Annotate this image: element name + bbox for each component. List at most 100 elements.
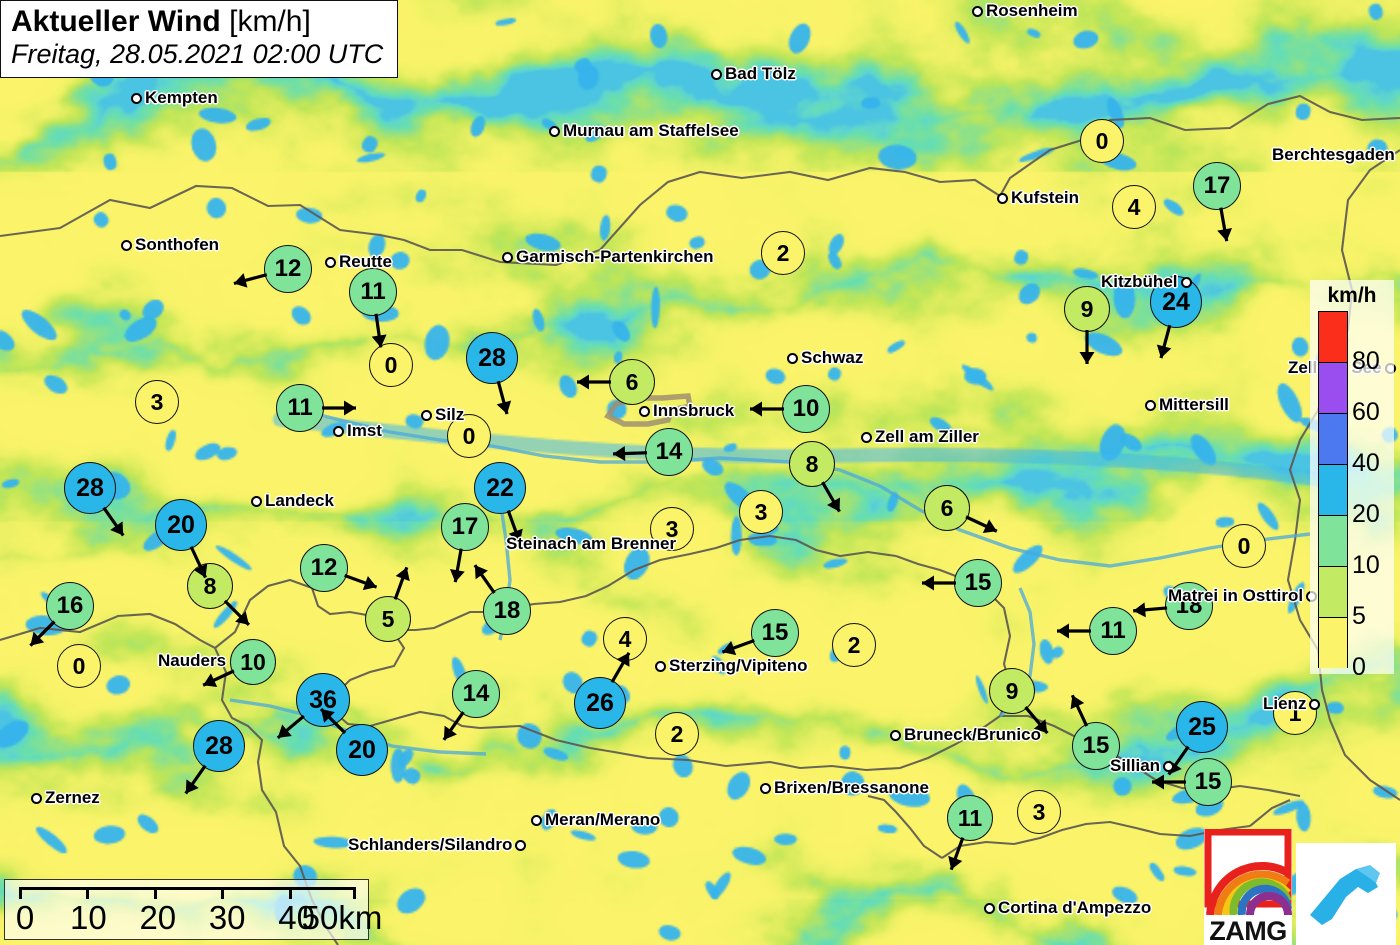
wind-station-marker[interactable]: 22	[474, 462, 526, 514]
scale-label-0: 0	[15, 899, 35, 936]
wind-station-marker[interactable]: 3	[1017, 790, 1061, 834]
city-label: Zernez	[31, 788, 100, 808]
city-name-text: Imst	[347, 421, 382, 440]
legend-band-40	[1318, 413, 1348, 464]
wind-station-marker[interactable]: 10	[230, 639, 276, 685]
wind-station-marker[interactable]: 12	[300, 544, 348, 592]
wind-station-marker[interactable]: 2	[655, 712, 699, 756]
wind-station-marker[interactable]: 28	[193, 720, 245, 772]
wind-station-marker[interactable]: 10	[782, 385, 830, 433]
city-name-text: Rosenheim	[986, 1, 1078, 20]
wind-station-marker[interactable]: 15	[1072, 722, 1120, 770]
wind-station-marker[interactable]: 17	[1193, 162, 1241, 210]
scale-tick-5	[353, 887, 356, 899]
wind-station-marker[interactable]: 11	[947, 795, 993, 841]
title-timestamp: Freitag, 28.05.2021 02:00 UTC	[11, 38, 384, 69]
city-name-text: Sonthofen	[135, 235, 220, 254]
wind-station-marker[interactable]: 16	[46, 582, 94, 630]
country-border-lines	[0, 94, 1400, 945]
wind-station-marker[interactable]: 15	[751, 609, 799, 657]
wind-station-marker[interactable]: 0	[369, 343, 413, 387]
wind-station-marker[interactable]: 0	[1222, 524, 1266, 568]
city-name-text: Garmisch-Partenkirchen	[516, 247, 714, 266]
city-name-text: Murnau am Staffelsee	[563, 121, 739, 140]
scale-label-5: 50km	[301, 899, 383, 936]
city-name-text: Lienz	[1263, 694, 1307, 713]
wind-station-marker[interactable]: 4	[1112, 185, 1156, 229]
title-main-line: Aktueller Wind [km/h]	[11, 5, 383, 39]
scale-tick-1	[86, 887, 90, 899]
title-text: Aktueller Wind	[11, 5, 221, 38]
city-name-text: Zell am Ziller	[875, 427, 979, 446]
legend-band-60	[1318, 362, 1348, 413]
scale-bar-ruler	[19, 887, 356, 899]
wind-station-marker[interactable]: 1	[1273, 691, 1317, 735]
scale-label-1: 10	[70, 899, 107, 936]
wind-station-marker[interactable]: 9	[1064, 286, 1110, 332]
wind-station-marker[interactable]: 5	[365, 596, 411, 642]
mountain-chevron-logo	[1296, 843, 1396, 945]
wind-station-marker[interactable]: 24	[1150, 276, 1202, 328]
wind-station-marker[interactable]: 6	[609, 359, 655, 405]
wind-station-marker[interactable]: 4	[603, 617, 647, 661]
city-label: Cortina d'Ampezzo	[984, 898, 1151, 918]
river-lines	[229, 408, 1311, 756]
wind-station-marker[interactable]: 3	[650, 507, 694, 551]
wind-station-marker[interactable]: 3	[739, 490, 783, 534]
wind-station-marker[interactable]: 18	[483, 587, 531, 635]
city-marker-dot-icon	[890, 729, 901, 741]
wind-station-marker[interactable]: 0	[1080, 119, 1124, 163]
city-label: Bad Tölz	[711, 64, 796, 84]
legend-band-5	[1318, 566, 1348, 617]
wind-station-marker[interactable]: 17	[441, 503, 489, 551]
scale-tick-0	[19, 887, 22, 899]
wind-station-marker[interactable]: 36	[296, 673, 350, 727]
wind-station-marker[interactable]: 3	[135, 380, 179, 424]
wind-station-marker[interactable]: 15	[1184, 758, 1232, 806]
wind-station-marker[interactable]: 12	[264, 245, 312, 293]
legend-color-bar: 80 60 40 20 10 5 0	[1318, 311, 1380, 680]
city-marker-dot-icon	[531, 814, 542, 826]
city-marker-dot-icon	[760, 782, 771, 794]
city-label: Sonthofen	[121, 235, 219, 255]
city-marker-dot-icon	[549, 125, 560, 137]
city-marker-dot-icon	[333, 425, 344, 437]
city-marker-dot-icon	[997, 192, 1008, 204]
wind-station-marker[interactable]: 18	[1165, 582, 1213, 630]
city-marker-dot-icon	[1145, 399, 1156, 411]
color-scale-legend: km/h 80 60 40 20 10 5 0	[1310, 280, 1394, 680]
wind-station-marker[interactable]: 11	[349, 268, 397, 316]
wind-station-marker[interactable]: 14	[645, 428, 693, 476]
wind-station-marker[interactable]: 11	[1089, 607, 1137, 655]
city-marker-dot-icon	[861, 431, 872, 443]
wind-station-marker[interactable]: 9	[989, 668, 1035, 714]
city-label: Garmisch-Partenkirchen	[502, 247, 713, 267]
wind-station-marker[interactable]: 6	[924, 485, 970, 531]
wind-station-marker[interactable]: 20	[336, 724, 388, 776]
scale-bar-labels: 0 10 20 30 40 50km	[13, 899, 383, 937]
wind-station-marker[interactable]: 26	[574, 677, 626, 729]
city-marker-dot-icon	[121, 239, 132, 251]
wind-station-marker[interactable]: 14	[452, 670, 500, 718]
city-name-text: Bad Tölz	[725, 64, 796, 83]
wind-station-marker[interactable]: 2	[761, 231, 805, 275]
wind-station-marker[interactable]: 25	[1176, 701, 1228, 753]
wind-station-marker[interactable]: 0	[57, 644, 101, 688]
city-name-text: Schwaz	[801, 348, 864, 367]
zamg-wordmark: ZAMG	[1209, 916, 1287, 945]
wind-station-marker[interactable]: 8	[789, 441, 835, 487]
wind-station-marker[interactable]: 28	[466, 332, 518, 384]
wind-station-marker[interactable]: 2	[832, 623, 876, 667]
city-name-text: Innsbruck	[653, 401, 735, 420]
wind-station-marker[interactable]: 28	[64, 462, 116, 514]
wind-station-marker[interactable]: 0	[447, 414, 491, 458]
wind-station-marker[interactable]: 15	[954, 559, 1002, 607]
wind-station-marker[interactable]: 20	[155, 499, 207, 551]
city-label: Innsbruck	[639, 401, 734, 421]
title-unit: [km/h]	[229, 5, 311, 38]
legend-band-80	[1318, 311, 1348, 362]
city-name-text: Matrei in Osttirol	[1168, 586, 1304, 605]
city-label: Mittersill	[1145, 395, 1229, 415]
wind-station-marker[interactable]: 8	[187, 563, 233, 609]
wind-station-marker[interactable]: 11	[276, 384, 324, 432]
